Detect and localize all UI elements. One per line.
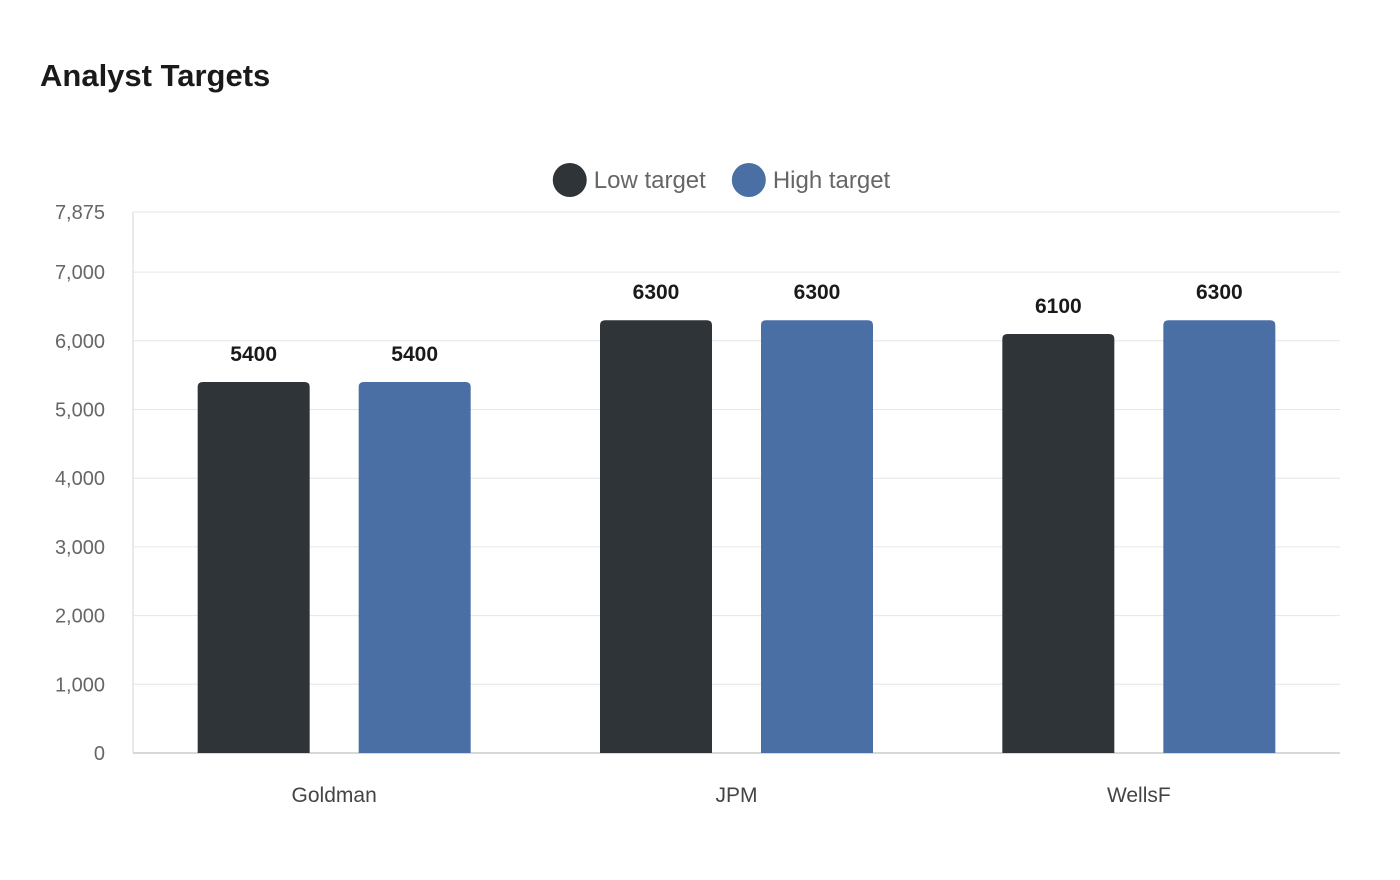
- legend-marker: [552, 163, 587, 197]
- legend-label: Low target: [594, 167, 706, 194]
- x-tick-label: Goldman: [292, 784, 377, 807]
- x-tick-label: JPM: [716, 784, 758, 807]
- legend-marker: [731, 163, 766, 197]
- y-tick-label: 7,875: [55, 202, 105, 224]
- y-tick-label: 5,000: [55, 400, 105, 422]
- bar-low-target-wellsf: [1002, 333, 1115, 753]
- x-tick-label: WellsF: [1107, 784, 1171, 807]
- bar-low-target-jpm: [600, 320, 712, 753]
- page-title: Analyst Targets: [40, 58, 271, 93]
- y-tick-label: 4,000: [55, 468, 105, 490]
- y-tick-label: 1,000: [55, 674, 105, 696]
- data-label: 6100: [1035, 295, 1082, 318]
- data-label: 6300: [794, 281, 841, 304]
- y-tick-label: 0: [94, 743, 105, 765]
- data-label: 5400: [391, 343, 438, 366]
- y-tick-label: 2,000: [55, 606, 105, 628]
- y-tick-label: 6,000: [55, 331, 105, 353]
- bar-high-target-goldman: [358, 382, 471, 753]
- data-label: 6300: [633, 281, 680, 304]
- y-tick-label: 7,000: [55, 262, 105, 284]
- data-label: 5400: [230, 343, 277, 366]
- y-tick-label: 3,000: [55, 537, 105, 559]
- bar-high-target-wellsf: [1163, 320, 1276, 753]
- data-label: 6300: [1196, 281, 1243, 304]
- bar-high-target-jpm: [761, 320, 873, 753]
- legend-label: High target: [773, 167, 891, 194]
- bar-low-target-goldman: [197, 382, 310, 753]
